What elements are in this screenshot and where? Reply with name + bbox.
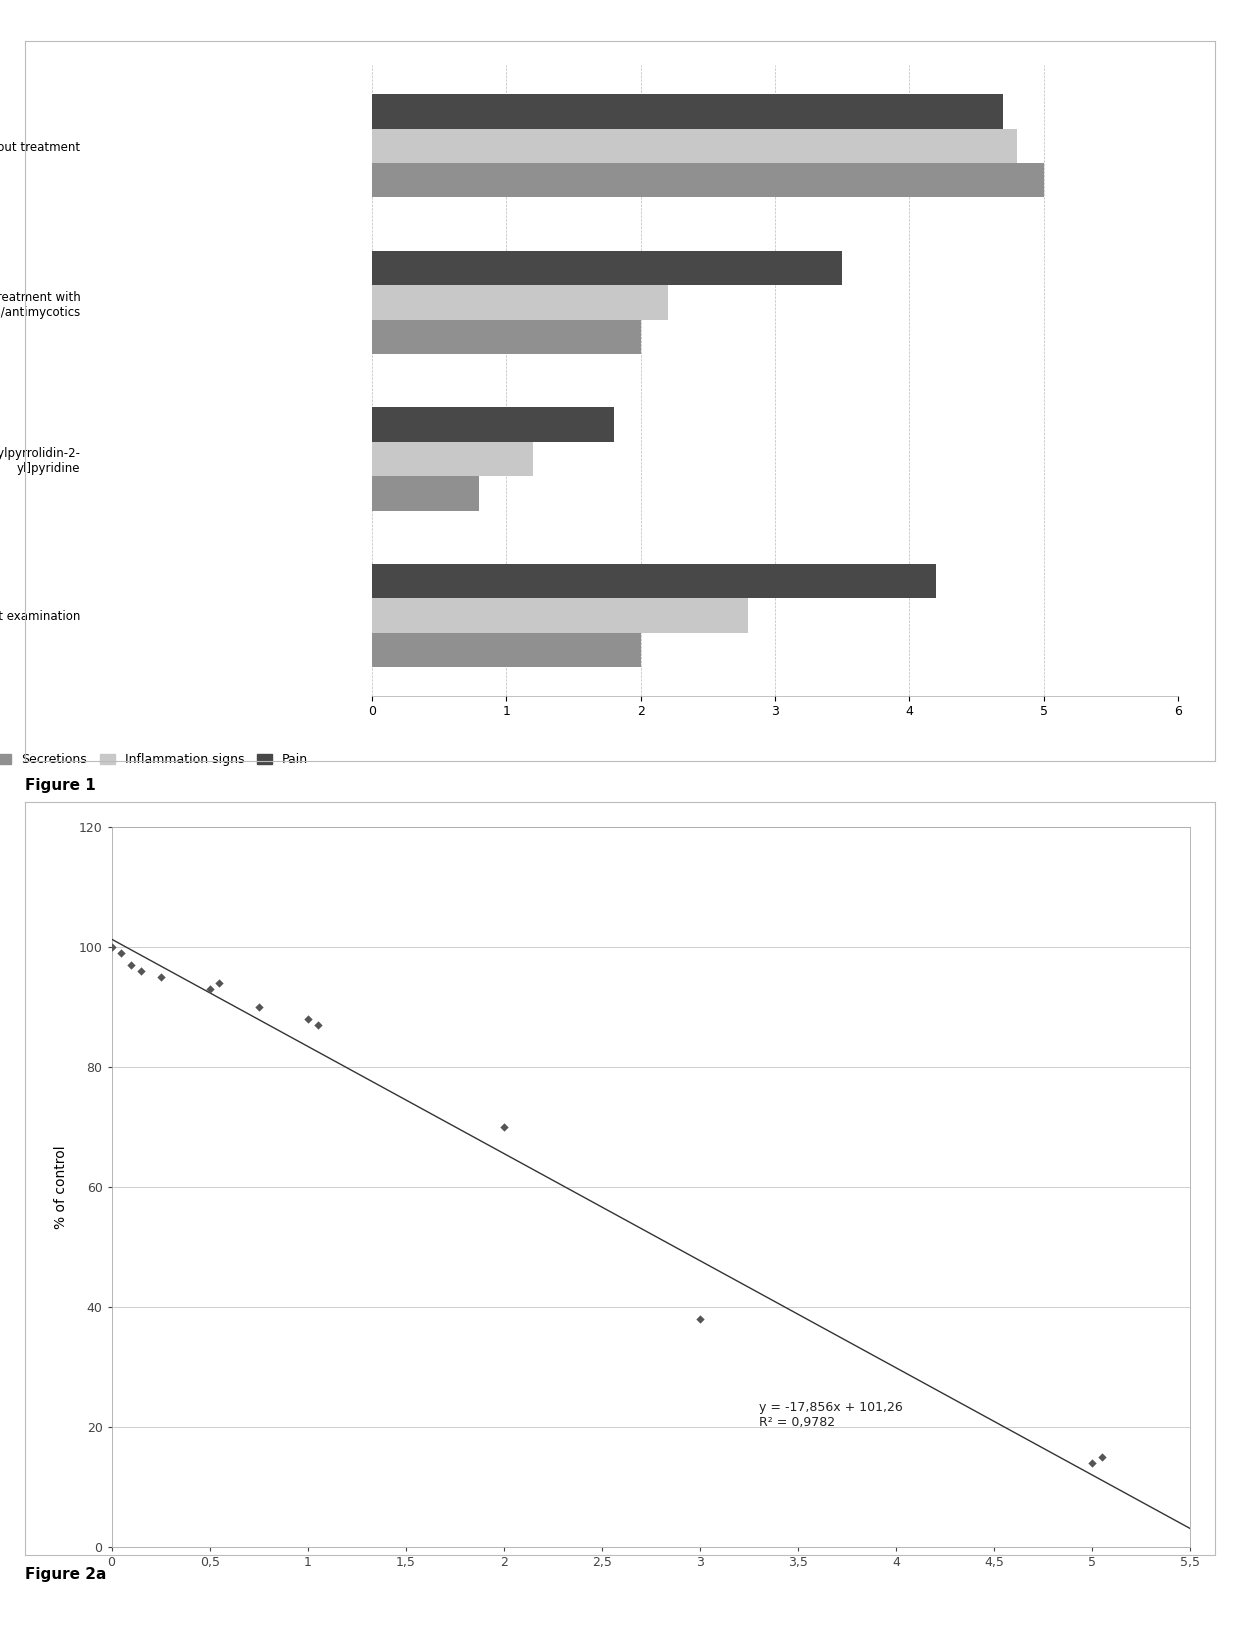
- Text: y = -17,856x + 101,26
R² = 0,9782: y = -17,856x + 101,26 R² = 0,9782: [759, 1401, 903, 1429]
- Point: [210, 969, 229, 995]
- Point: [102, 933, 122, 959]
- Y-axis label: % of control: % of control: [53, 1144, 68, 1229]
- Bar: [372, 632, 641, 668]
- Bar: [372, 93, 1003, 129]
- Bar: [372, 442, 533, 476]
- Bar: [372, 285, 667, 319]
- Point: [249, 994, 269, 1020]
- Point: [298, 1005, 317, 1031]
- Bar: [372, 129, 1017, 164]
- Legend: Secretions, Inflammation signs, Pain: Secretions, Inflammation signs, Pain: [0, 748, 312, 771]
- Bar: [372, 250, 842, 285]
- Point: [112, 940, 131, 966]
- Point: [691, 1306, 711, 1333]
- Point: [494, 1113, 513, 1139]
- Bar: [372, 164, 1044, 198]
- Bar: [372, 408, 614, 442]
- Text: Figure 1: Figure 1: [25, 778, 95, 792]
- Point: [1083, 1450, 1102, 1477]
- Point: [1092, 1444, 1112, 1470]
- Point: [151, 964, 171, 990]
- Point: [122, 951, 141, 977]
- Point: [200, 976, 219, 1002]
- Bar: [372, 598, 748, 632]
- Bar: [372, 563, 936, 598]
- Text: Figure 2a: Figure 2a: [25, 1567, 107, 1581]
- Point: [308, 1012, 327, 1038]
- Bar: [372, 319, 641, 354]
- Bar: [372, 476, 480, 511]
- Point: [131, 958, 151, 984]
